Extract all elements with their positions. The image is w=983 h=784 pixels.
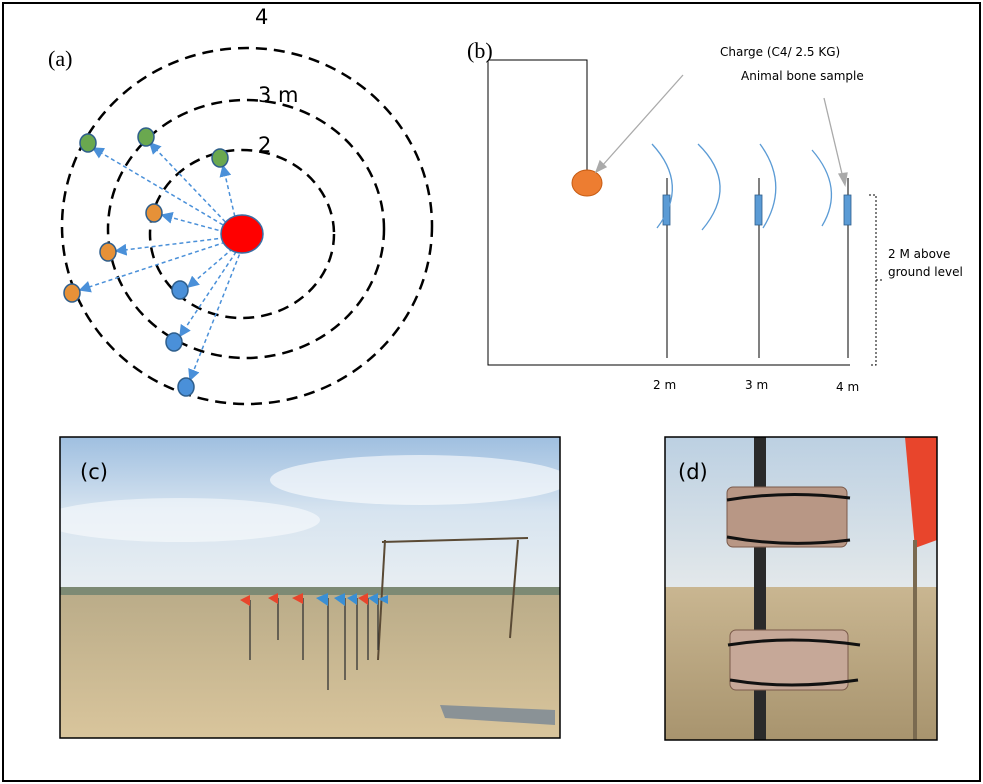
height-label: ground level xyxy=(888,265,963,279)
distance-label: 2 m xyxy=(653,378,676,392)
distance-label: 4 m xyxy=(836,380,859,394)
figure: (a) 4 3 m 2 (b) Charge (C4/ 2.5 KG) Anim… xyxy=(0,0,983,784)
height-label: 2 M above xyxy=(888,247,950,261)
photo-c xyxy=(40,437,570,738)
panel-label: (a) xyxy=(48,46,72,71)
bone-label: Animal bone sample xyxy=(741,69,864,83)
charge xyxy=(221,215,263,253)
panel-label: (c) xyxy=(80,460,108,484)
distance-label: 3 m xyxy=(745,378,768,392)
ring-label: 4 xyxy=(255,5,268,29)
panel-label: (b) xyxy=(467,38,493,63)
ring-label: 3 m xyxy=(258,83,299,107)
panel-label: (d) xyxy=(678,460,708,484)
charge xyxy=(572,170,602,196)
charge-label: Charge (C4/ 2.5 KG) xyxy=(720,45,840,59)
ring-label: 2 xyxy=(258,133,271,157)
